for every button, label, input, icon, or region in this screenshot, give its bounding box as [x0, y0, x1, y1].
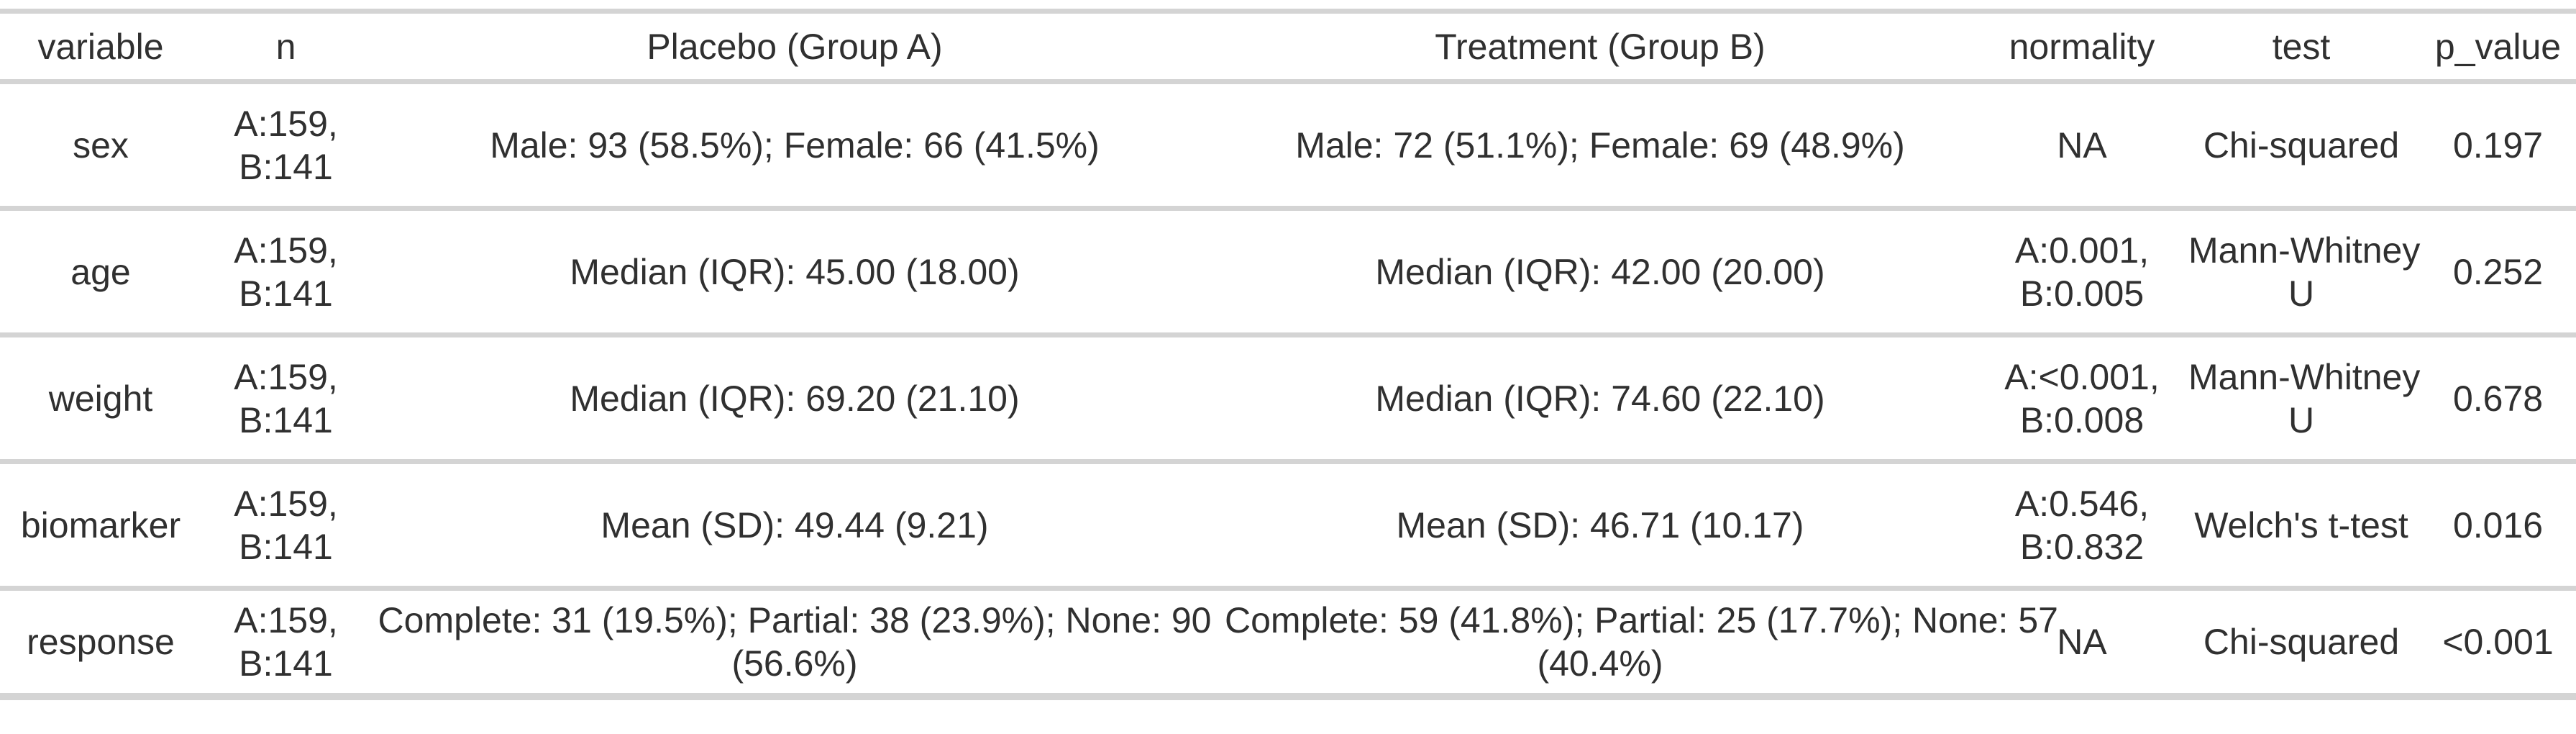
cell-treatment: Median (IQR): 42.00 (20.00) — [1375, 251, 1825, 292]
table-row-biomarker: biomarker A:159, B:141 Mean (SD): 49.44 (… — [0, 462, 2576, 589]
column-header-p-value: p_value — [2434, 26, 2562, 67]
cell-treatment: Complete: 59 (41.8%); Partial: 25 (17.7%… — [1225, 599, 2058, 684]
cell-normality: A:0.546, B:0.832 — [2014, 483, 2150, 567]
cell-p-value: 0.252 — [2452, 251, 2544, 292]
header-row: variable n Placebo (Group A) Treatment (… — [0, 11, 2576, 82]
column-header-n: n — [275, 26, 296, 67]
cell-treatment: Mean (SD): 46.71 (10.17) — [1396, 504, 1804, 545]
cell-normality: NA — [2057, 124, 2107, 166]
cell-treatment: Male: 72 (51.1%); Female: 69 (48.9%) — [1295, 124, 1905, 166]
cell-p-value: 0.016 — [2452, 504, 2544, 545]
cell-treatment: Median (IQR): 74.60 (22.10) — [1375, 378, 1825, 419]
cell-normality: A:<0.001, B:0.008 — [2004, 356, 2160, 440]
cell-n: A:159, B:141 — [234, 483, 338, 567]
cell-p-value: <0.001 — [2442, 621, 2554, 662]
cell-variable: biomarker — [20, 504, 181, 545]
column-header-treatment-group-b: Treatment (Group B) — [1435, 26, 1766, 67]
column-header-normality: normality — [2009, 26, 2155, 67]
table-row-weight: weight A:159, B:141 Median (IQR): 69.20 (… — [0, 335, 2576, 462]
cell-variable: weight — [48, 378, 153, 419]
column-header-variable: variable — [37, 26, 164, 67]
cell-placebo: Median (IQR): 69.20 (21.10) — [570, 378, 1020, 419]
cell-normality: A:0.001, B:0.005 — [2014, 230, 2150, 314]
table-row-response: response A:159, B:141 Complete: 31 (19.5%… — [0, 589, 2576, 697]
cell-normality: NA — [2057, 621, 2107, 662]
group-comparison-table: variable n Placebo (Group A) Treatment (… — [0, 9, 2576, 700]
cell-test: Mann-Whitney U — [2188, 356, 2421, 440]
column-header-placebo-group-a: Placebo (Group A) — [647, 26, 943, 67]
cell-test: Welch's t-test — [2194, 504, 2408, 545]
cell-variable: sex — [73, 124, 129, 166]
cell-n: A:159, B:141 — [234, 103, 338, 187]
cell-n: A:159, B:141 — [234, 230, 338, 314]
cell-p-value: 0.678 — [2452, 378, 2544, 419]
cell-placebo: Complete: 31 (19.5%); Partial: 38 (23.9%… — [378, 599, 1212, 684]
cell-variable: response — [27, 621, 175, 662]
cell-test: Chi-squared — [2203, 124, 2400, 166]
cell-n: A:159, B:141 — [234, 356, 338, 440]
cell-placebo: Male: 93 (58.5%); Female: 66 (41.5%) — [490, 124, 1100, 166]
cell-placebo: Median (IQR): 45.00 (18.00) — [570, 251, 1020, 292]
table-row-age: age A:159, B:141 Median (IQR): 45.00 (18.… — [0, 209, 2576, 335]
cell-test: Chi-squared — [2203, 621, 2400, 662]
cell-p-value: 0.197 — [2452, 124, 2544, 166]
cell-placebo: Mean (SD): 49.44 (9.21) — [600, 504, 989, 545]
cell-test: Mann-Whitney U — [2188, 230, 2421, 314]
table-row-sex: sex A:159, B:141 Male: 93 (58.5%); Female… — [0, 82, 2576, 209]
column-header-test: test — [2272, 26, 2331, 67]
summary-table-container: variable n Placebo (Group A) Treatment (… — [0, 9, 2576, 700]
cell-variable: age — [70, 251, 131, 292]
cell-n: A:159, B:141 — [234, 599, 338, 684]
